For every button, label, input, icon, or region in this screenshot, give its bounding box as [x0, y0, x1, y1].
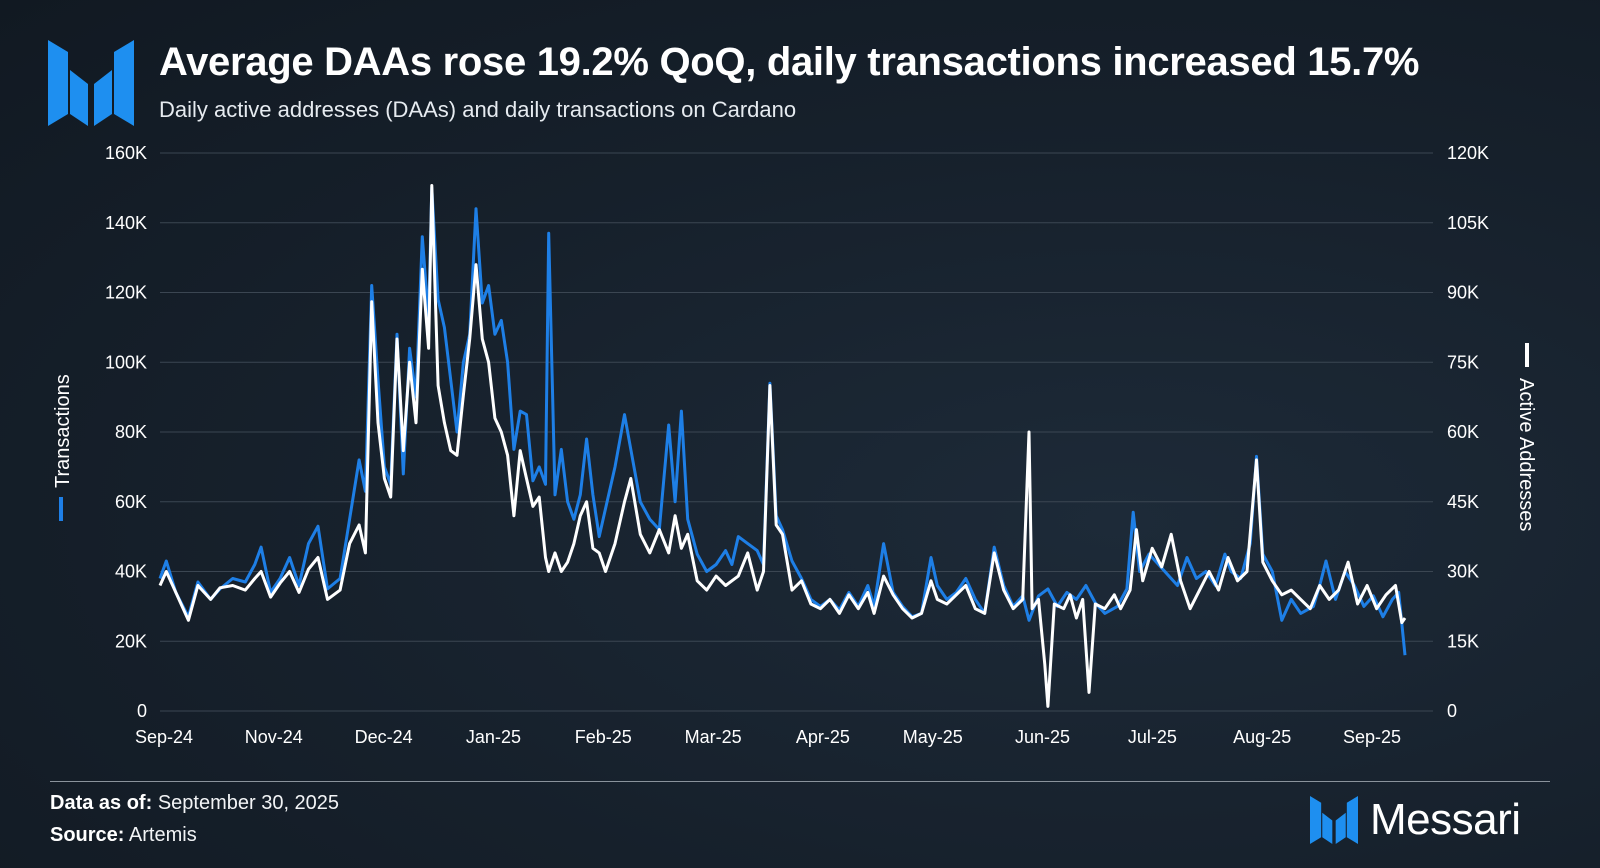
chart-title: Average DAAs rose 19.2% QoQ, daily trans… — [159, 40, 1420, 84]
x-tick-label: Sep-24 — [135, 727, 193, 747]
x-tick-label: Jun-25 — [1015, 727, 1070, 747]
x-tick-label: Jul-25 — [1128, 727, 1177, 747]
chart-area: 0 20K 40K 60K 80K 100K 120K 140K 160K 0 15K 30K 45K… — [52, 143, 1537, 747]
messari-brand: Messari — [1310, 795, 1521, 844]
right-tick-label: 105K — [1447, 213, 1489, 233]
left-tick-label: 160K — [105, 143, 147, 163]
left-tick-label: 20K — [115, 631, 147, 651]
right-tick-label: 0 — [1447, 701, 1457, 721]
footer-divider — [50, 781, 1550, 782]
x-tick-label: Apr-25 — [796, 727, 850, 747]
x-tick-label: May-25 — [903, 727, 963, 747]
data-as-of: Data as of: September 30, 2025 — [50, 792, 339, 815]
right-tick-label: 30K — [1447, 562, 1479, 582]
series-line-transactions — [158, 186, 1407, 656]
x-tick-label: Sep-25 — [1343, 727, 1401, 747]
left-axis-ticks: 0 20K 40K 60K 80K 100K 120K 140K 160K — [105, 143, 147, 721]
left-axis-label: Transactions — [52, 374, 74, 488]
right-axis-label: Active Addresses — [1515, 378, 1537, 531]
brand-name: Messari — [1370, 795, 1521, 844]
legend-swatch-active-addresses — [1525, 343, 1529, 367]
left-tick-label: 120K — [105, 283, 147, 303]
x-tick-label: Feb-25 — [575, 727, 632, 747]
gridlines — [160, 152, 1433, 712]
data-as-of-value: September 30, 2025 — [157, 792, 340, 814]
right-tick-label: 75K — [1447, 352, 1479, 372]
messari-brand-icon — [1310, 796, 1358, 844]
x-tick-label: Nov-24 — [245, 727, 303, 747]
left-tick-label: 140K — [105, 213, 147, 233]
right-axis-title: Active Addresses — [1515, 343, 1537, 531]
source: Source: Artemis — [50, 824, 197, 847]
left-axis-title: Transactions — [52, 374, 74, 521]
left-tick-label: 100K — [105, 352, 147, 372]
right-tick-label: 15K — [1447, 631, 1479, 651]
x-tick-label: Aug-25 — [1233, 727, 1291, 747]
x-tick-label: Jan-25 — [466, 727, 521, 747]
right-tick-label: 90K — [1447, 283, 1479, 303]
series-line-active-addresses — [158, 184, 1407, 708]
x-tick-label: Mar-25 — [685, 727, 742, 747]
right-tick-label: 60K — [1447, 422, 1479, 442]
left-tick-label: 80K — [115, 422, 147, 442]
messari-logo-icon — [48, 40, 134, 126]
x-tick-label: Dec-24 — [355, 727, 413, 747]
right-tick-label: 45K — [1447, 492, 1479, 512]
left-tick-label: 40K — [115, 562, 147, 582]
legend-swatch-transactions — [59, 497, 63, 521]
source-label: Source: — [50, 824, 125, 846]
left-tick-label: 0 — [137, 701, 147, 721]
source-value: Artemis — [128, 824, 197, 846]
right-axis-ticks: 0 15K 30K 45K 60K 75K 90K 105K 120K — [1447, 143, 1489, 721]
left-tick-label: 60K — [115, 492, 147, 512]
data-as-of-label: Data as of: — [50, 792, 153, 814]
x-axis-ticks: Sep-24 Nov-24 Dec-24 Jan-25 Feb-25 Mar-25 Apr-… — [135, 727, 1401, 747]
chart-subtitle: Daily active addresses (DAAs) and daily … — [159, 97, 797, 122]
right-tick-label: 120K — [1447, 143, 1489, 163]
